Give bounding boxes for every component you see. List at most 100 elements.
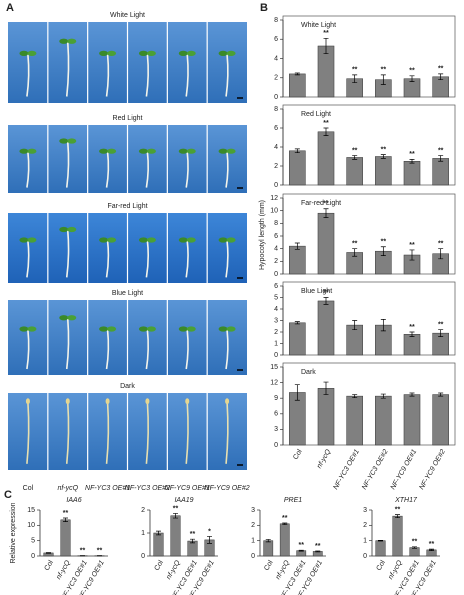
significance: ** (173, 505, 179, 512)
seedling (65, 230, 70, 278)
cotyledon (99, 326, 109, 332)
cotyledon (27, 237, 37, 243)
significance: ** (80, 547, 86, 554)
seedling (225, 402, 229, 464)
x-tick-label: nf-ycQ (55, 559, 72, 581)
cotyledon (218, 148, 228, 154)
y-tick-label: 0 (274, 182, 278, 189)
significance: ** (429, 541, 435, 548)
y-tick-label: 9 (274, 395, 278, 402)
cotyledon (59, 138, 69, 144)
significance: ** (282, 515, 288, 522)
bar (346, 395, 363, 446)
genotype-label: NF-YC3 OE#2 (125, 485, 170, 492)
error-bar (352, 74, 358, 83)
y-tick-label: 0 (274, 94, 278, 101)
seedling (145, 240, 150, 278)
y-tick-label: 4 (274, 144, 278, 151)
condition-label: Far-red Light (107, 203, 147, 210)
bar (317, 388, 335, 446)
panel-label: B (260, 2, 268, 14)
significance: ** (323, 30, 329, 37)
condition-label: Dark (120, 383, 135, 390)
significance: ** (438, 241, 444, 248)
error-bar (378, 540, 383, 542)
significance: ** (438, 322, 444, 329)
seedling (185, 54, 189, 97)
error-bar (282, 522, 288, 525)
bar (187, 540, 198, 557)
error-bar (438, 248, 444, 260)
significance: ** (323, 120, 329, 127)
cotyledon (186, 50, 196, 57)
seedling (105, 54, 110, 97)
error-bar (173, 513, 178, 519)
bar (317, 300, 335, 356)
error-bar (380, 319, 386, 332)
seedling (185, 152, 189, 188)
seedling (26, 152, 30, 188)
error-bar (294, 148, 300, 154)
cotyledon (218, 326, 228, 332)
significance: ** (381, 239, 387, 246)
error-bar (438, 392, 444, 397)
error-bar (352, 320, 358, 331)
bar (289, 322, 306, 356)
cotyledon (178, 326, 188, 332)
cotyledon (138, 237, 148, 243)
y-tick-label: 15 (27, 507, 35, 514)
y-axis-label: Relative expression (10, 502, 17, 563)
bar (432, 158, 449, 186)
cotyledon (225, 398, 230, 405)
y-tick-label: 0 (31, 553, 35, 560)
significance: ** (438, 66, 444, 73)
cotyledon (146, 50, 156, 57)
error-bar (438, 155, 444, 162)
cotyledon (27, 148, 37, 154)
bar (317, 212, 335, 275)
cotyledon (226, 50, 236, 57)
error-bar (412, 546, 417, 549)
bar (375, 540, 386, 557)
error-bar (395, 514, 400, 519)
seedling (185, 240, 189, 278)
error-bar (352, 248, 358, 257)
bar (289, 150, 306, 186)
panel-label: A (6, 2, 14, 14)
bar (403, 394, 421, 446)
bar (403, 161, 421, 186)
cotyledon (226, 326, 236, 332)
significance: ** (299, 542, 305, 549)
subplot-title: IAA6 (66, 497, 81, 504)
y-tick-label: 2 (274, 329, 278, 336)
y-tick-label: 0 (363, 553, 367, 560)
error-bar (380, 74, 386, 85)
error-bar (46, 552, 51, 554)
cotyledon (138, 326, 148, 332)
y-tick-label: 6 (274, 125, 278, 132)
seedling (65, 402, 70, 464)
y-tick-label: 2 (251, 522, 255, 529)
cotyledon (178, 50, 188, 57)
seedling (145, 329, 150, 370)
bar (289, 245, 306, 275)
cotyledon (107, 237, 117, 243)
seedling (185, 329, 189, 370)
y-tick-label: 6 (274, 36, 278, 43)
cotyledon (226, 148, 236, 154)
y-tick-label: 6 (274, 411, 278, 418)
error-bar (190, 538, 195, 544)
significance: ** (409, 324, 415, 331)
cotyledon (65, 398, 70, 405)
cotyledon (218, 50, 228, 57)
seedling (65, 318, 70, 370)
subplot-title: Red Light (301, 111, 331, 118)
error-bar (323, 37, 329, 55)
x-tick-label: Col (376, 559, 388, 572)
cotyledon (19, 237, 29, 243)
significance: ** (412, 539, 418, 546)
cotyledon (107, 148, 117, 154)
bar (346, 157, 363, 186)
y-tick-label: 5 (274, 294, 278, 301)
